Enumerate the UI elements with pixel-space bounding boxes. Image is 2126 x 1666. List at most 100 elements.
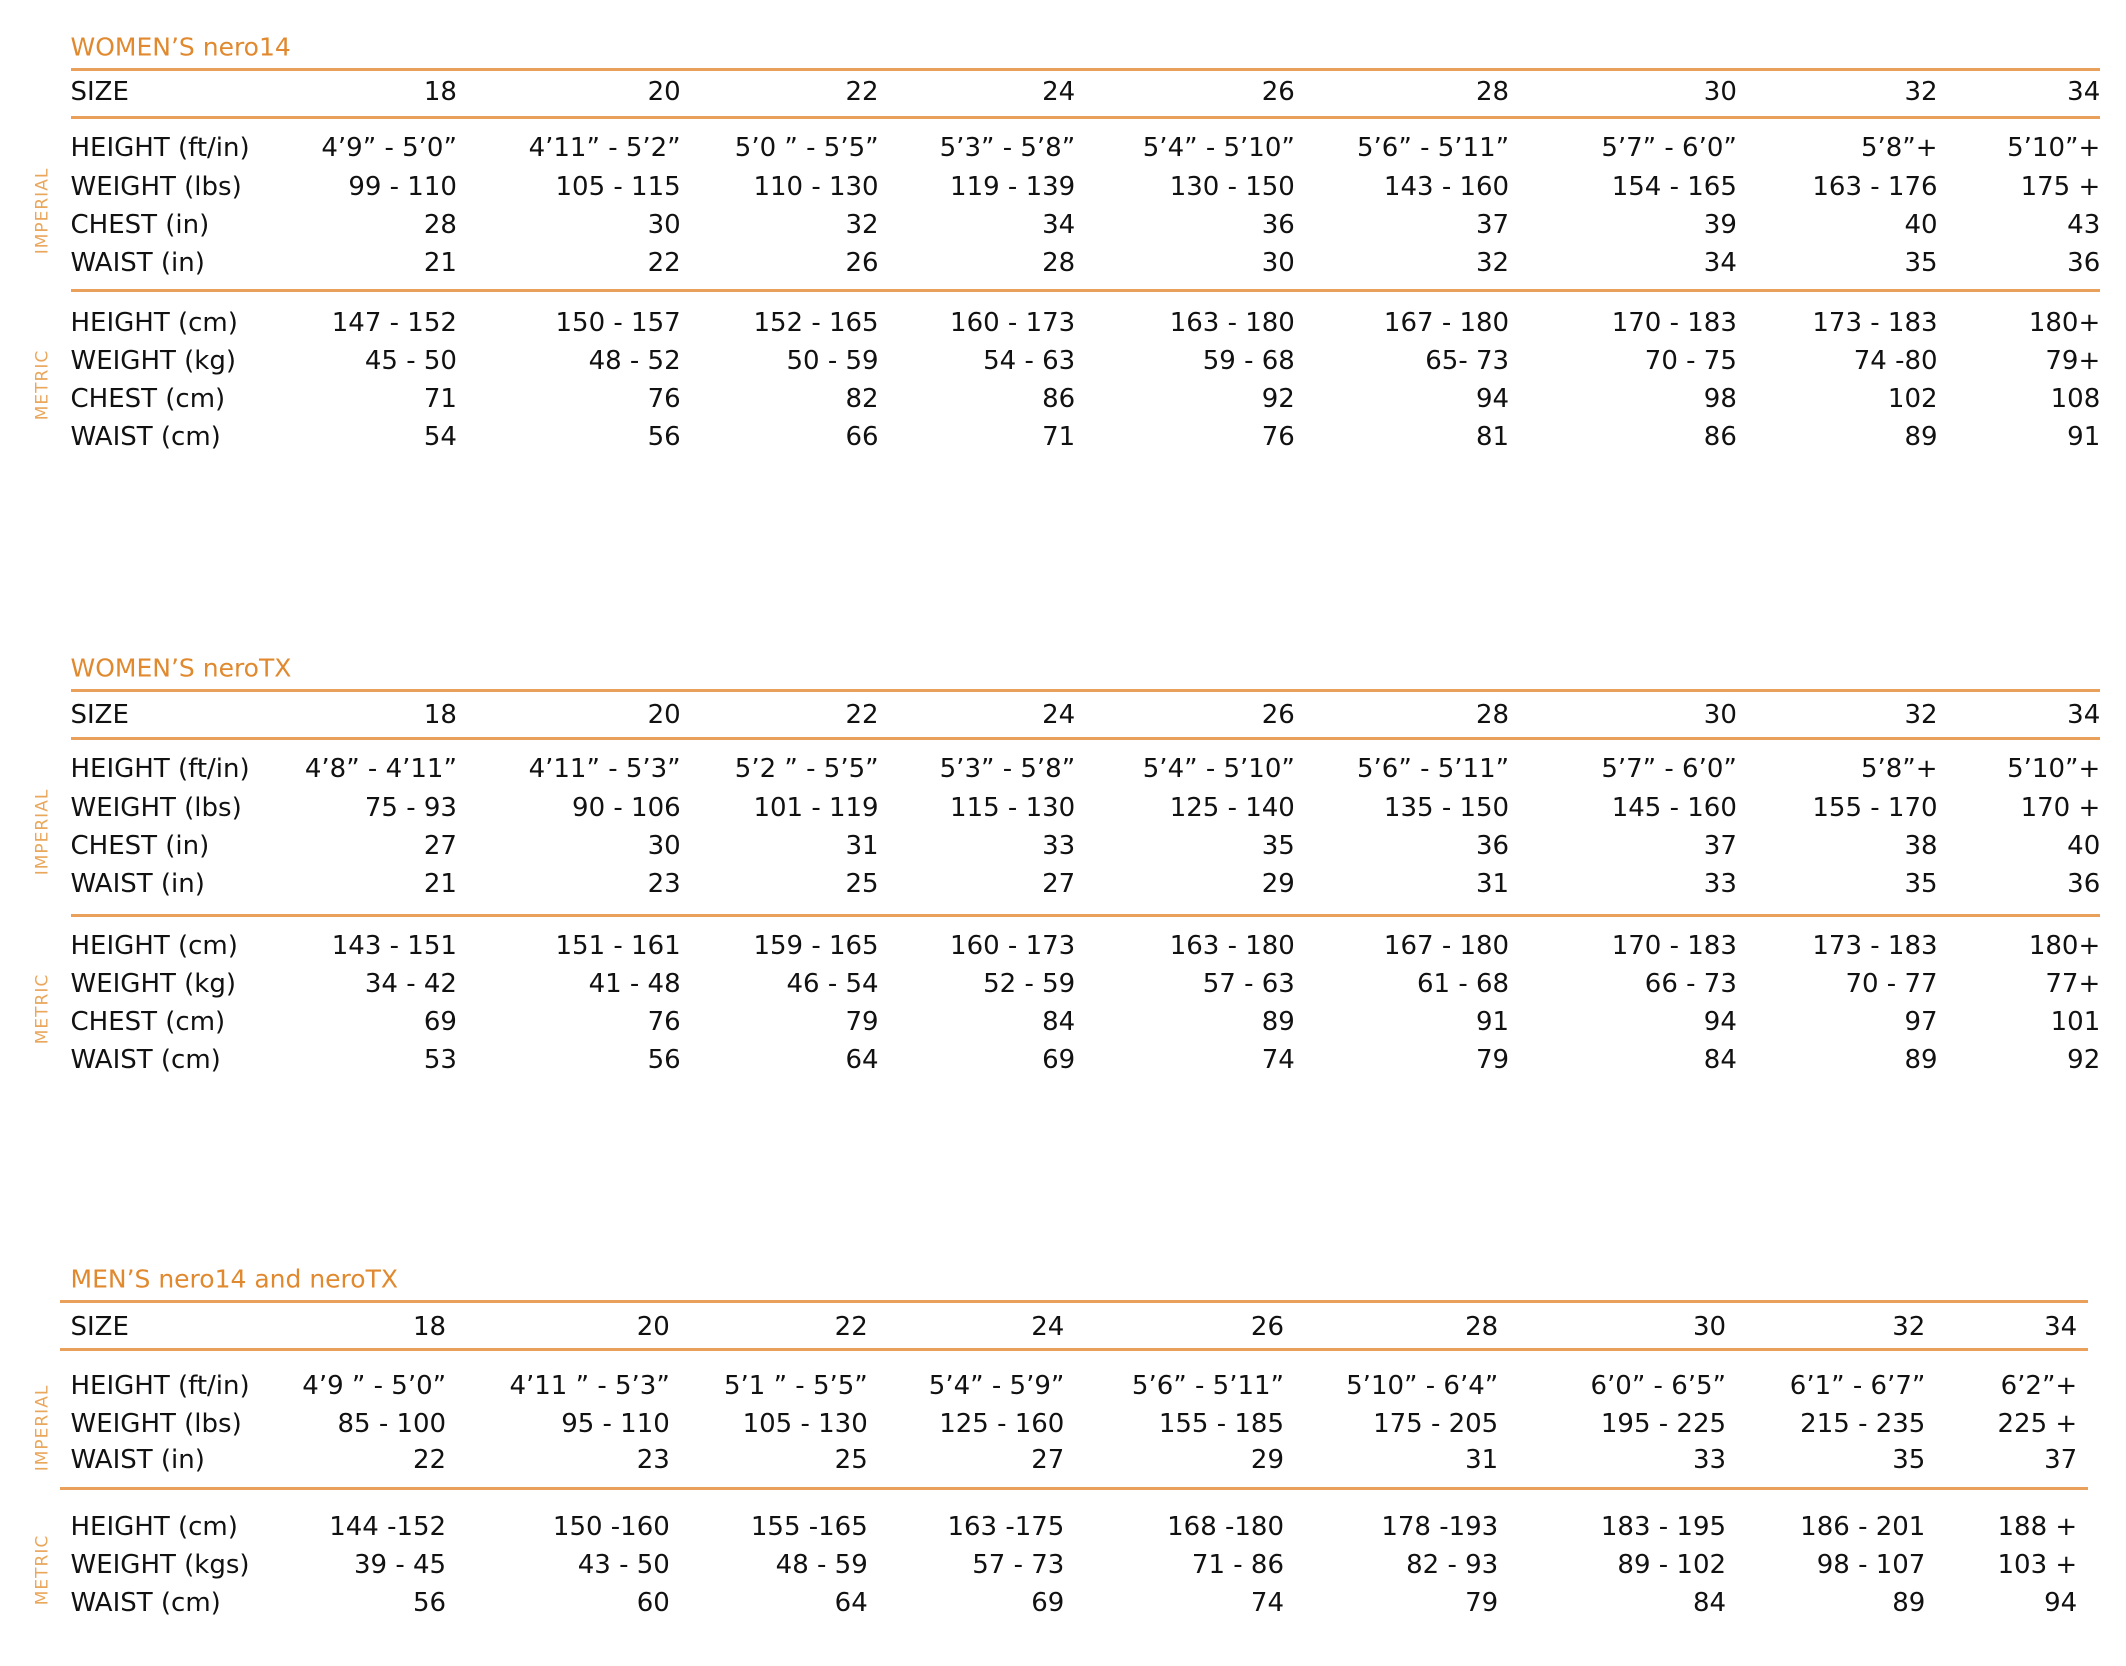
cell: 215 - 235 <box>1800 1408 1926 1439</box>
size-header: 22 <box>834 1312 868 1343</box>
cell: 180+ <box>2028 307 2101 338</box>
cell: 4’9 ” - 5’0” <box>302 1370 447 1401</box>
cell: 94 <box>1703 1007 1737 1038</box>
table-title: WOMEN’S nero14 <box>70 32 291 62</box>
cell: 56 <box>647 1045 681 1076</box>
cell: 155 - 170 <box>1812 793 1938 824</box>
cell: 76 <box>647 1007 681 1038</box>
cell: 5’10”+ <box>2007 132 2101 163</box>
cell: 89 - 102 <box>1617 1549 1727 1580</box>
header-label: SIZE <box>70 1312 129 1343</box>
size-header: 20 <box>636 1312 670 1343</box>
row-label: WAIST (in) <box>70 248 205 279</box>
cell: 29 <box>1250 1445 1285 1476</box>
cell: 143 - 160 <box>1383 172 1510 203</box>
row-label: WEIGHT (kg) <box>70 969 237 1000</box>
cell: 89 <box>1904 1045 1938 1076</box>
cell: 5’6” - 5’11” <box>1357 753 1510 784</box>
cell: 26 <box>845 248 879 279</box>
cell: 79 <box>1476 1045 1510 1076</box>
size-header: 32 <box>1904 77 1938 108</box>
cell: 23 <box>647 869 681 900</box>
cell: 36 <box>2067 869 2101 900</box>
group-label: METRIC <box>32 973 53 1045</box>
cell: 25 <box>845 869 879 900</box>
cell: 151 - 161 <box>555 931 681 962</box>
cell: 4’8” - 4’11” <box>304 753 457 784</box>
cell: 5’10”+ <box>2007 753 2101 784</box>
cell: 30 <box>647 831 681 862</box>
cell: 183 - 195 <box>1600 1511 1727 1542</box>
cell: 79 <box>1465 1587 1499 1618</box>
cell: 173 - 183 <box>1812 307 1938 338</box>
cell: 160 - 173 <box>950 931 1076 962</box>
cell: 5’3” - 5’8” <box>939 132 1076 163</box>
cell: 99 - 110 <box>348 172 457 203</box>
cell: 101 - 119 <box>753 793 879 824</box>
cell: 5’0 ” - 5’5” <box>734 132 879 163</box>
row-label: HEIGHT (cm) <box>70 931 238 962</box>
cell: 53 <box>423 1045 457 1076</box>
cell: 59 - 68 <box>1202 345 1295 376</box>
cell: 60 <box>636 1587 670 1618</box>
cell: 168 -180 <box>1167 1511 1285 1542</box>
cell: 91 <box>2067 421 2101 452</box>
size-header: 34 <box>2044 1312 2078 1343</box>
cell: 84 <box>1692 1587 1727 1618</box>
cell: 160 - 173 <box>950 307 1076 338</box>
header-label: SIZE <box>70 699 129 730</box>
row-label: WAIST (in) <box>70 869 205 900</box>
row-label: WAIST (in) <box>70 1445 205 1476</box>
cell: 41 - 48 <box>588 969 681 1000</box>
cell: 130 - 150 <box>1169 172 1295 203</box>
cell: 102 <box>1887 383 1938 414</box>
rule <box>59 1300 2089 1304</box>
cell: 28 <box>423 210 457 241</box>
cell: 155 - 185 <box>1158 1408 1285 1439</box>
cell: 5’3” - 5’8” <box>939 753 1076 784</box>
cell: 159 - 165 <box>753 931 879 962</box>
cell: 5’8”+ <box>1860 753 1938 784</box>
cell: 4’9” - 5’0” <box>321 132 457 163</box>
size-header: 20 <box>647 699 681 730</box>
row-label: WAIST (cm) <box>70 421 221 452</box>
row-label: HEIGHT (ft/in) <box>70 132 250 163</box>
rule <box>70 67 2101 71</box>
group-label: IMPERIAL <box>32 788 53 876</box>
cell: 97 <box>1904 1007 1938 1038</box>
cell: 76 <box>647 383 681 414</box>
cell: 21 <box>423 869 457 900</box>
cell: 39 <box>1703 210 1737 241</box>
cell: 48 - 52 <box>588 345 681 376</box>
table-title: MEN’S nero14 and neroTX <box>70 1264 398 1294</box>
cell: 95 - 110 <box>561 1408 670 1439</box>
cell: 36 <box>1476 831 1510 862</box>
rule <box>70 688 2101 692</box>
size-header: 22 <box>845 699 879 730</box>
cell: 43 - 50 <box>577 1549 670 1580</box>
cell: 77+ <box>2045 969 2101 1000</box>
cell: 170 - 183 <box>1611 307 1737 338</box>
cell: 64 <box>834 1587 868 1618</box>
cell: 37 <box>2044 1445 2078 1476</box>
cell: 29 <box>1261 869 1295 900</box>
cell: 167 - 180 <box>1383 931 1510 962</box>
cell: 89 <box>1261 1007 1295 1038</box>
cell: 35 <box>1904 248 1938 279</box>
cell: 76 <box>1261 421 1295 452</box>
cell: 150 - 157 <box>555 307 681 338</box>
cell: 178 -193 <box>1381 1511 1499 1542</box>
cell: 34 <box>1042 210 1076 241</box>
cell: 188 + <box>1997 1511 2078 1542</box>
cell: 103 + <box>1997 1549 2078 1580</box>
row-label: HEIGHT (cm) <box>70 307 238 338</box>
cell: 5’6” - 5’11” <box>1357 132 1510 163</box>
cell: 74 -80 <box>1853 345 1938 376</box>
row-label: WEIGHT (kgs) <box>70 1549 250 1580</box>
cell: 66 - 73 <box>1644 969 1737 1000</box>
cell: 85 - 100 <box>337 1408 447 1439</box>
cell: 147 - 152 <box>331 307 457 338</box>
cell: 163 -175 <box>947 1511 1065 1542</box>
cell: 125 - 160 <box>939 1408 1065 1439</box>
cell: 30 <box>647 210 681 241</box>
